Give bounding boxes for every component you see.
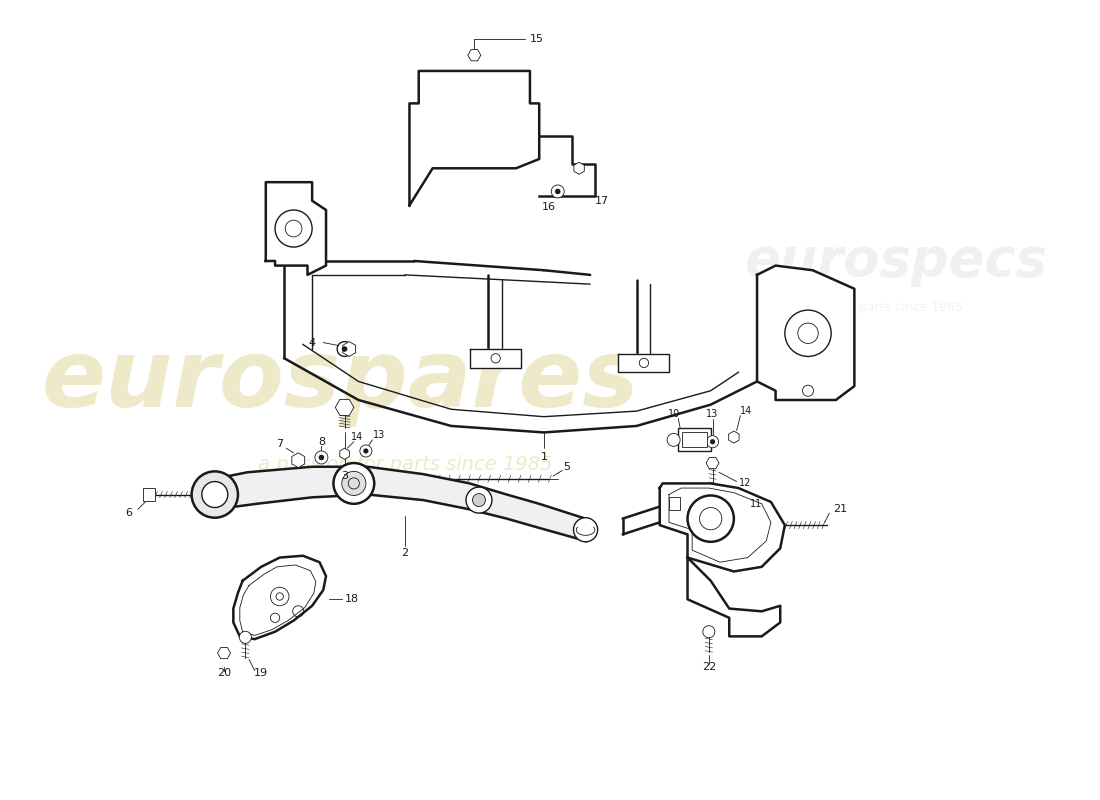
Text: 5: 5: [563, 462, 571, 472]
Circle shape: [363, 448, 368, 454]
Text: 13: 13: [373, 430, 385, 440]
Circle shape: [785, 310, 832, 357]
Text: 15: 15: [530, 34, 544, 43]
Circle shape: [556, 189, 561, 194]
Text: 1: 1: [540, 453, 548, 462]
Bar: [679, 428, 711, 451]
Polygon shape: [618, 354, 669, 372]
Text: 22: 22: [702, 662, 716, 672]
Text: 19: 19: [254, 669, 268, 678]
Text: 11: 11: [749, 499, 762, 509]
Polygon shape: [539, 136, 595, 196]
Circle shape: [706, 436, 718, 448]
Circle shape: [703, 626, 715, 638]
Circle shape: [573, 518, 597, 542]
Polygon shape: [214, 466, 585, 541]
Circle shape: [342, 346, 348, 352]
Circle shape: [191, 471, 238, 518]
Polygon shape: [688, 558, 780, 636]
Circle shape: [473, 494, 485, 506]
Text: 7: 7: [276, 439, 283, 450]
Circle shape: [275, 210, 312, 247]
Text: 6: 6: [125, 508, 132, 518]
Circle shape: [688, 495, 734, 542]
Circle shape: [333, 463, 374, 504]
Circle shape: [710, 439, 715, 444]
Bar: [143, 488, 155, 501]
Text: 4: 4: [309, 338, 316, 347]
Text: eurospecs: eurospecs: [745, 235, 1047, 287]
Text: 12: 12: [738, 478, 751, 489]
Polygon shape: [757, 266, 855, 400]
Text: 3: 3: [341, 471, 348, 481]
Polygon shape: [660, 483, 785, 571]
Circle shape: [240, 631, 252, 643]
Text: a passion for parts since 1985: a passion for parts since 1985: [257, 455, 552, 474]
Text: 14: 14: [351, 432, 363, 442]
Text: a passion for parts since 1985: a passion for parts since 1985: [773, 301, 962, 314]
Circle shape: [315, 451, 328, 464]
Circle shape: [466, 487, 492, 513]
Text: eurospares: eurospares: [41, 335, 639, 427]
Circle shape: [319, 454, 324, 460]
Text: 8: 8: [318, 437, 324, 446]
Polygon shape: [233, 556, 326, 639]
Text: 16: 16: [541, 202, 556, 212]
Circle shape: [551, 185, 564, 198]
Text: 13: 13: [706, 409, 718, 419]
Text: 21: 21: [833, 504, 847, 514]
Circle shape: [360, 445, 372, 457]
Text: 2: 2: [402, 548, 408, 558]
Polygon shape: [409, 71, 539, 206]
Text: 14: 14: [740, 406, 752, 416]
Circle shape: [338, 342, 352, 357]
Circle shape: [342, 471, 366, 495]
Text: 20: 20: [217, 669, 231, 678]
Circle shape: [201, 482, 228, 507]
Text: 10: 10: [668, 409, 680, 419]
Text: 18: 18: [344, 594, 359, 604]
Bar: [682, 431, 707, 447]
Bar: [669, 498, 680, 510]
Text: 17: 17: [595, 196, 609, 206]
Polygon shape: [266, 182, 326, 275]
Circle shape: [667, 434, 680, 446]
Polygon shape: [470, 349, 520, 367]
